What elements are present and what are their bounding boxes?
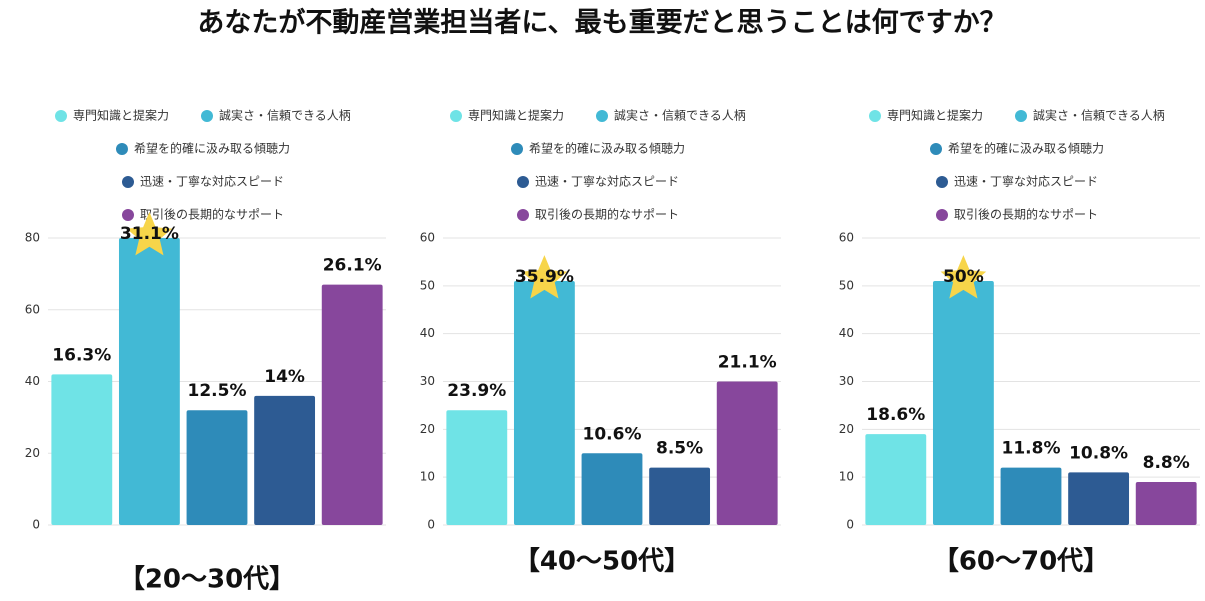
- value-label: 12.5%: [188, 381, 247, 401]
- legend-marker: [517, 209, 529, 221]
- value-label: 35.9%: [515, 267, 574, 287]
- legend-label: 誠実さ・信頼できる人柄: [614, 108, 746, 123]
- bar: [932, 281, 994, 525]
- value-label: 26.1%: [323, 256, 382, 276]
- legend-label: 誠実さ・信頼できる人柄: [1033, 108, 1165, 123]
- legend-label: 迅速・丁寧な対応スピード: [140, 174, 284, 189]
- legend-label: 専門知識と提案力: [468, 108, 564, 123]
- value-label: 10.6%: [583, 424, 642, 444]
- legend-label: 迅速・丁寧な対応スピード: [535, 174, 679, 189]
- legend-marker: [122, 209, 134, 221]
- value-label: 16.3%: [52, 345, 111, 365]
- y-tick-label: 30: [839, 374, 854, 388]
- value-label: 23.9%: [447, 381, 506, 401]
- y-tick-label: 10: [839, 470, 854, 484]
- y-tick-label: 0: [846, 518, 854, 532]
- y-tick-label: 80: [25, 231, 40, 245]
- value-label: 31.1%: [120, 224, 179, 244]
- bar: [1135, 481, 1197, 525]
- y-tick-label: 60: [25, 302, 40, 316]
- bar: [118, 238, 180, 525]
- legend-marker: [450, 110, 462, 122]
- bar: [186, 410, 248, 525]
- legend-marker: [55, 110, 67, 122]
- legend-marker: [511, 143, 523, 155]
- panel-subtitle: 【20〜30代】: [119, 565, 295, 595]
- value-label: 10.8%: [1069, 443, 1128, 463]
- legend-marker: [936, 209, 948, 221]
- bar: [649, 467, 711, 525]
- highlight-star: [940, 255, 987, 299]
- legend-label: 取引後の長期的なサポート: [140, 207, 284, 222]
- y-tick-label: 50: [420, 278, 435, 292]
- panel-subtitle: 【40〜50代】: [514, 547, 690, 577]
- panel-subtitle: 【60〜70代】: [933, 547, 1109, 577]
- y-tick-label: 0: [32, 518, 40, 532]
- bar: [1068, 472, 1130, 525]
- legend-label: 迅速・丁寧な対応スピード: [954, 174, 1098, 189]
- y-tick-label: 20: [839, 422, 854, 436]
- legend-marker: [517, 176, 529, 188]
- y-tick-label: 60: [839, 231, 854, 245]
- y-tick-label: 60: [420, 231, 435, 245]
- legend-marker: [930, 143, 942, 155]
- highlight-star: [126, 212, 173, 256]
- legend-label: 希望を的確に汲み取る傾聴力: [134, 141, 290, 156]
- value-label: 50%: [943, 267, 984, 287]
- legend-marker: [201, 110, 213, 122]
- bar: [254, 395, 316, 525]
- y-tick-label: 0: [427, 518, 435, 532]
- highlight-star: [521, 255, 568, 299]
- legend-marker: [596, 110, 608, 122]
- legend-label: 取引後の長期的なサポート: [954, 207, 1098, 222]
- value-label: 11.8%: [1002, 439, 1061, 459]
- legend-label: 希望を的確に汲み取る傾聴力: [948, 141, 1104, 156]
- value-label: 8.5%: [656, 439, 703, 459]
- y-tick-label: 20: [420, 422, 435, 436]
- legend-marker: [869, 110, 881, 122]
- legend-label: 誠実さ・信頼できる人柄: [219, 108, 351, 123]
- bar: [581, 453, 643, 525]
- legend-label: 専門知識と提案力: [887, 108, 983, 123]
- legend-marker: [1015, 110, 1027, 122]
- bar: [513, 281, 575, 525]
- y-tick-label: 10: [420, 470, 435, 484]
- y-tick-label: 30: [420, 374, 435, 388]
- bar: [716, 381, 778, 525]
- legend-label: 取引後の長期的なサポート: [535, 207, 679, 222]
- value-label: 8.8%: [1143, 453, 1190, 473]
- y-tick-label: 40: [420, 326, 435, 340]
- value-label: 18.6%: [866, 405, 925, 425]
- legend-marker: [116, 143, 128, 155]
- value-label: 21.1%: [718, 353, 777, 373]
- value-label: 14%: [264, 367, 305, 387]
- y-tick-label: 40: [25, 374, 40, 388]
- bar: [51, 374, 113, 525]
- bar: [321, 284, 383, 525]
- y-tick-label: 20: [25, 446, 40, 460]
- bar: [865, 434, 927, 525]
- page-title: あなたが不動産営業担当者に、最も重要だと思うことは何ですか？: [197, 7, 1006, 39]
- bar: [446, 410, 508, 525]
- legend-marker: [936, 176, 948, 188]
- bar: [1000, 467, 1062, 525]
- legend-label: 専門知識と提案力: [73, 108, 169, 123]
- y-tick-label: 40: [839, 326, 854, 340]
- legend-marker: [122, 176, 134, 188]
- legend-label: 希望を的確に汲み取る傾聴力: [529, 141, 685, 156]
- y-tick-label: 50: [839, 278, 854, 292]
